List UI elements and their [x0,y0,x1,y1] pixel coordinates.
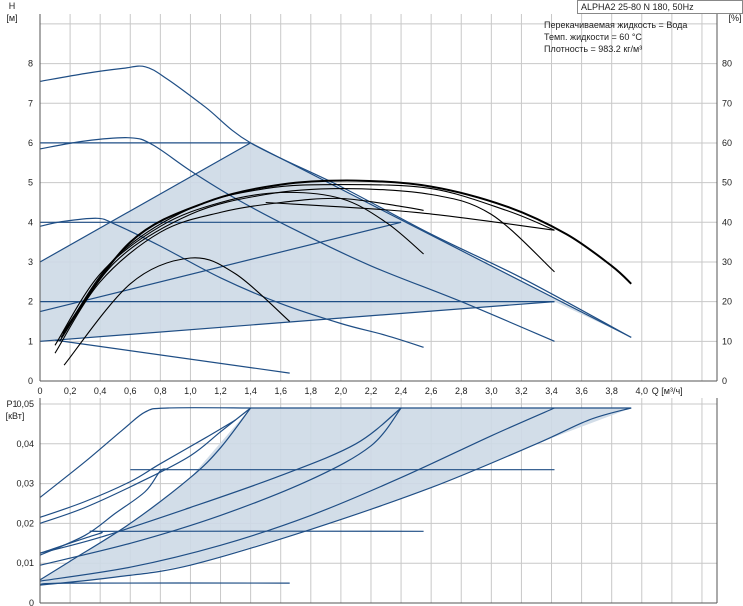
y-tick-label: 7 [28,98,33,108]
x-tick-label: 1,0 [184,386,197,396]
y2-tick-label: 70 [722,98,732,108]
x-tick-label: 2,2 [365,386,378,396]
x-tick-label: 0,2 [64,386,77,396]
series-line-14 [59,188,555,342]
x-axis-label: Q [м³/ч] [652,386,683,396]
y-tick-label: 1 [28,336,33,346]
y-axis-unit: [кВт] [6,411,25,421]
series-line-13 [54,191,424,346]
y-tick-label: 8 [28,59,33,69]
y-tick-label: 0 [29,598,34,606]
x-tick-label: 3,2 [515,386,528,396]
series-line-4 [250,142,632,338]
series-line-10 [54,339,290,374]
x-tick-label: 2,0 [335,386,348,396]
series-line-5 [39,407,402,566]
y2-axis-unit: [%] [728,13,741,23]
x-tick-label: 0,8 [154,386,167,396]
series-line-6 [39,217,424,348]
y-tick-label: 0,02 [16,518,34,528]
x-tick-label: 2,4 [395,386,408,396]
y-axis-label: P1 [6,399,17,409]
x-tick-label: 4,0 [636,386,649,396]
y-axis-unit: [м] [6,13,17,23]
operating-range-area [40,408,632,586]
y-axis-label: H [9,1,16,11]
head-panel: 012345678H[м]01020304050607080eta[%]00,2… [6,1,741,396]
x-tick-label: 3,0 [485,386,498,396]
y2-tick-label: 10 [722,336,732,346]
y2-tick-label: 20 [722,297,732,307]
y-tick-label: 5 [28,178,33,188]
series-line-2 [39,407,252,581]
series-line-12 [39,582,290,586]
y-tick-label: 0,01 [16,558,34,568]
y2-tick-label: 60 [722,138,732,148]
series-line-0 [39,407,251,498]
series-line-9 [39,301,555,342]
x-tick-label: 1,6 [274,386,287,396]
y-tick-label: 0,05 [16,399,34,409]
temperature-info-text: Темп. жидкости = 60 °C [544,32,642,42]
y2-tick-label: 40 [722,217,732,227]
y-tick-label: 6 [28,138,33,148]
x-tick-label: 3,8 [605,386,618,396]
series-line-4 [39,407,402,554]
series-line-0 [39,65,632,338]
density-info-text: Плотность = 983.2 кг/м³ [544,44,643,54]
series-line-3 [39,407,632,586]
y-tick-label: 0,03 [16,479,34,489]
pump-model-title: ALPHA2 25-80 N 180, 50Hz [577,0,743,14]
operating-range-area [40,142,632,342]
series-line-16 [61,179,632,334]
y2-tick-label: 50 [722,178,732,188]
series-line-7 [39,419,236,518]
series-line-6 [39,407,555,582]
y-tick-label: 4 [28,217,33,227]
series-line-11 [63,257,291,366]
x-tick-label: 2,6 [425,386,438,396]
x-tick-label: 0,6 [124,386,137,396]
x-tick-label: 3,6 [575,386,588,396]
y-tick-label: 0,04 [16,439,34,449]
y2-tick-label: 30 [722,257,732,267]
series-line-12 [54,197,424,354]
x-tick-label: 2,8 [455,386,468,396]
series-line-17 [265,201,555,231]
series-line-3 [39,142,251,263]
y-tick-label: 2 [28,297,33,307]
y-tick-label: 3 [28,257,33,267]
x-tick-label: 0 [37,386,42,396]
y-tick-label: 0 [28,376,33,386]
x-tick-label: 0,4 [94,386,107,396]
y2-tick-label: 0 [722,376,727,386]
x-tick-label: 1,4 [244,386,257,396]
x-tick-label: 1,2 [214,386,227,396]
series-line-9 [39,530,424,554]
fluid-info-text: Перекачиваемая жидкость = Вода [544,20,688,30]
x-tick-label: 1,8 [305,386,318,396]
y2-tick-label: 80 [722,59,732,69]
x-tick-label: 3,4 [545,386,558,396]
series-line-7 [39,221,402,313]
